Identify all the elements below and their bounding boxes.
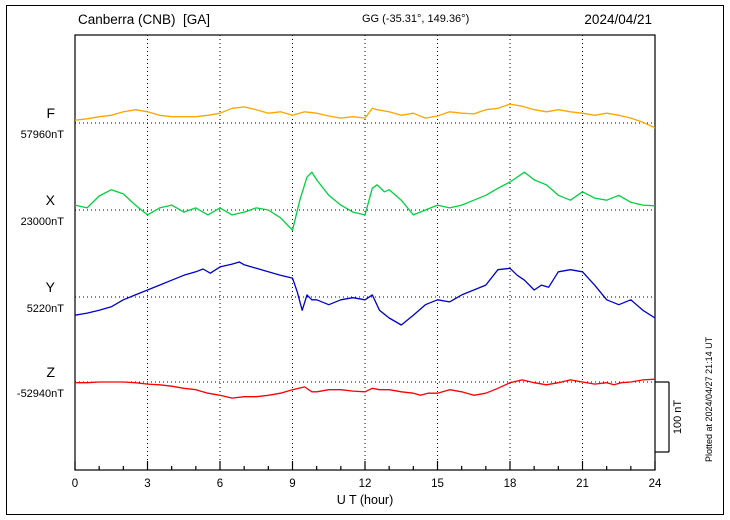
x-tick-label: 9 [289,478,295,490]
series-letter-F: F [46,105,55,121]
series-value-X: 23000nT [21,216,65,228]
series-letter-X: X [46,192,56,208]
x-axis-title: U T (hour) [337,493,394,507]
x-tick-label: 24 [649,478,662,490]
x-tick-label: 6 [217,478,223,490]
trace-X [75,171,655,231]
traces-group [75,103,655,399]
station-title: Canberra (CNB) [GA] [78,12,210,27]
date-label: 2024/04/21 [584,12,652,27]
x-tick-label: 12 [359,478,372,490]
x-tick-label: 18 [504,478,517,490]
series-labels-group: F 57960nT X 23000nT Y 5220nT Z -52940nT [17,105,64,400]
x-tick-label: 15 [431,478,444,490]
trace-Y [75,261,655,326]
series-value-Z: -52940nT [17,388,64,400]
x-tick-label: 3 [144,478,150,490]
x-tick-label: 0 [72,478,78,490]
scale-bar-group [655,381,670,453]
coords-label: GG (-35.31°, 149.36°) [362,13,469,25]
ticks-group: 0 3 6 9 12 15 18 21 24 [72,461,662,490]
series-value-F: 57960nT [21,129,65,141]
gridlines-group [147,35,583,470]
plot-frame [74,34,656,471]
series-value-Y: 5220nT [27,303,65,315]
x-tick-label: 21 [576,478,589,490]
baselines-group [75,122,655,383]
outer-border [6,5,724,515]
scale-bar-label: 100 nT [672,400,684,435]
trace-F [75,103,655,129]
trace-Z [75,378,655,399]
plotted-at-note: Plotted at 2024/04/27 21:14 UT [704,336,714,462]
series-letter-Y: Y [46,279,56,295]
series-letter-Z: Z [46,364,55,380]
